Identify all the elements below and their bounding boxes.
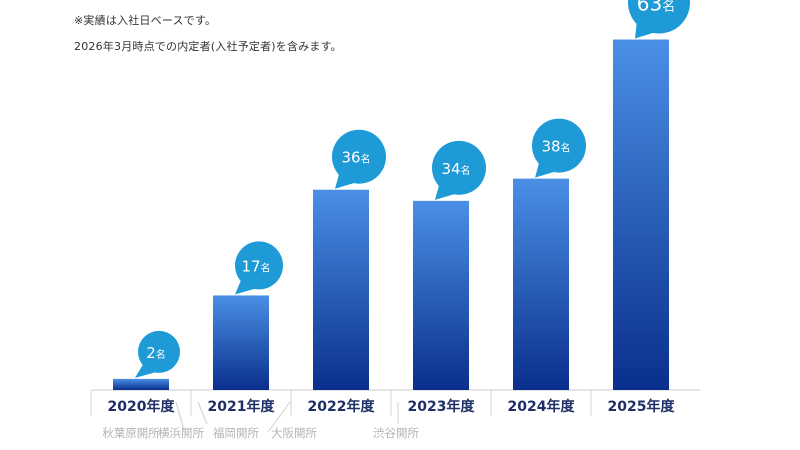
tick-label-2023年度: 2023年度 xyxy=(408,398,476,415)
tick-label-2021年度: 2021年度 xyxy=(208,398,276,415)
annotation-大阪開所: 大阪開所 xyxy=(271,426,317,440)
bar-2022年度 xyxy=(313,189,369,390)
value-bubble-2020年度 xyxy=(138,330,180,373)
note-line-1: ※実績は入社日ベースです。 xyxy=(74,14,217,27)
annotation-福岡開所: 福岡開所 xyxy=(213,426,259,440)
tick-label-2025年度: 2025年度 xyxy=(608,398,676,415)
value-bubble-tail xyxy=(235,277,257,295)
data-label-2020年度: 2名 xyxy=(146,344,166,362)
value-bubble-2023年度 xyxy=(432,140,486,195)
data-label-2021年度: 17名 xyxy=(241,257,270,275)
value-bubble-2022年度 xyxy=(332,129,386,184)
value-bubble-tail xyxy=(535,159,557,178)
chart-plot-area: 2020年度 2名 2021年度 17名 2022年度 36名 2023年度 34名 2024年… xyxy=(90,0,700,440)
data-label-2023年度: 34名 xyxy=(441,160,470,178)
value-bubble-tail xyxy=(635,18,656,39)
bar-2025年度 xyxy=(613,39,669,390)
data-label-2024年度: 38名 xyxy=(541,138,570,156)
bar-2024年度 xyxy=(513,178,569,390)
value-bubble-2021年度 xyxy=(235,241,283,290)
annotation-渋谷開所: 渋谷開所 xyxy=(373,426,419,440)
note-line-2: 2026年3月時点での内定者(入社予定者)を含みます。 xyxy=(74,40,342,53)
bar-2021年度 xyxy=(213,295,269,390)
data-label-2025年度: 63名 xyxy=(637,0,675,16)
annotation-leader xyxy=(175,401,185,431)
bar-2020年度 xyxy=(113,378,169,390)
value-bubble-2024年度 xyxy=(532,118,586,173)
tick-label-2024年度: 2024年度 xyxy=(508,398,576,415)
annotation-横浜開所: 横浜開所 xyxy=(158,426,204,440)
annotation-leader xyxy=(197,401,208,425)
bar-2023年度 xyxy=(413,200,469,390)
data-label-2022年度: 36名 xyxy=(341,149,370,167)
tick-label-2020年度: 2020年度 xyxy=(108,398,176,415)
tick-label-2022年度: 2022年度 xyxy=(308,398,376,415)
value-bubble-tail xyxy=(135,362,157,378)
annotation-秋葉原開所: 秋葉原開所 xyxy=(102,426,160,440)
value-bubble-tail xyxy=(335,170,357,189)
value-bubble-tail xyxy=(435,181,457,200)
annotation-leader xyxy=(267,401,291,433)
